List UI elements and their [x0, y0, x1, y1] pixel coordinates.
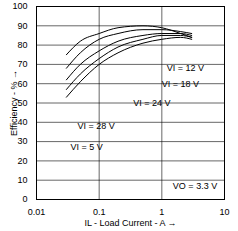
svg-text:50: 50	[17, 98, 27, 108]
svg-text:10: 10	[17, 175, 27, 185]
svg-text:20: 20	[17, 156, 27, 166]
svg-text:10: 10	[219, 207, 229, 217]
svg-text:0: 0	[22, 194, 27, 204]
svg-text:VI = 24 V: VI = 24 V	[133, 98, 170, 108]
svg-text:IL - Load Current - A →: IL - Load Current - A →	[84, 218, 176, 228]
svg-text:60: 60	[17, 79, 27, 89]
svg-text:30: 30	[17, 136, 27, 146]
svg-text:VI = 12 V: VI = 12 V	[167, 63, 204, 73]
svg-text:90: 90	[17, 21, 27, 31]
svg-text:VO = 3.3 V: VO = 3.3 V	[173, 181, 217, 191]
svg-text:0.1: 0.1	[93, 207, 106, 217]
svg-text:VI = 28 V: VI = 28 V	[77, 121, 114, 131]
svg-text:0.01: 0.01	[28, 207, 46, 217]
svg-text:80: 80	[17, 40, 27, 50]
svg-text:70: 70	[17, 59, 27, 69]
svg-text:40: 40	[17, 117, 27, 127]
svg-text:VI = 18 V: VI = 18 V	[162, 79, 199, 89]
svg-text:Efficiency - % →: Efficiency - % →	[9, 70, 19, 136]
svg-text:100: 100	[12, 1, 27, 11]
svg-text:1: 1	[159, 207, 164, 217]
svg-text:VI = 5 V: VI = 5 V	[71, 142, 103, 152]
